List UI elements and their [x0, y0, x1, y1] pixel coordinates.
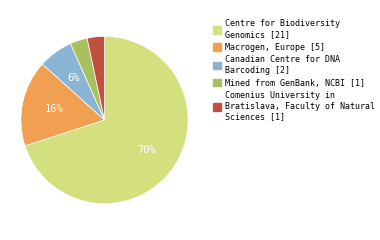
- Wedge shape: [87, 36, 105, 120]
- Wedge shape: [21, 64, 104, 146]
- Wedge shape: [71, 38, 104, 120]
- Text: 70%: 70%: [137, 145, 156, 156]
- Legend: Centre for Biodiversity
Genomics [21], Macrogen, Europe [5], Canadian Centre for: Centre for Biodiversity Genomics [21], M…: [209, 16, 378, 124]
- Text: 6%: 6%: [68, 73, 80, 83]
- Wedge shape: [43, 44, 105, 120]
- Text: 16%: 16%: [44, 104, 63, 114]
- Wedge shape: [25, 36, 188, 204]
